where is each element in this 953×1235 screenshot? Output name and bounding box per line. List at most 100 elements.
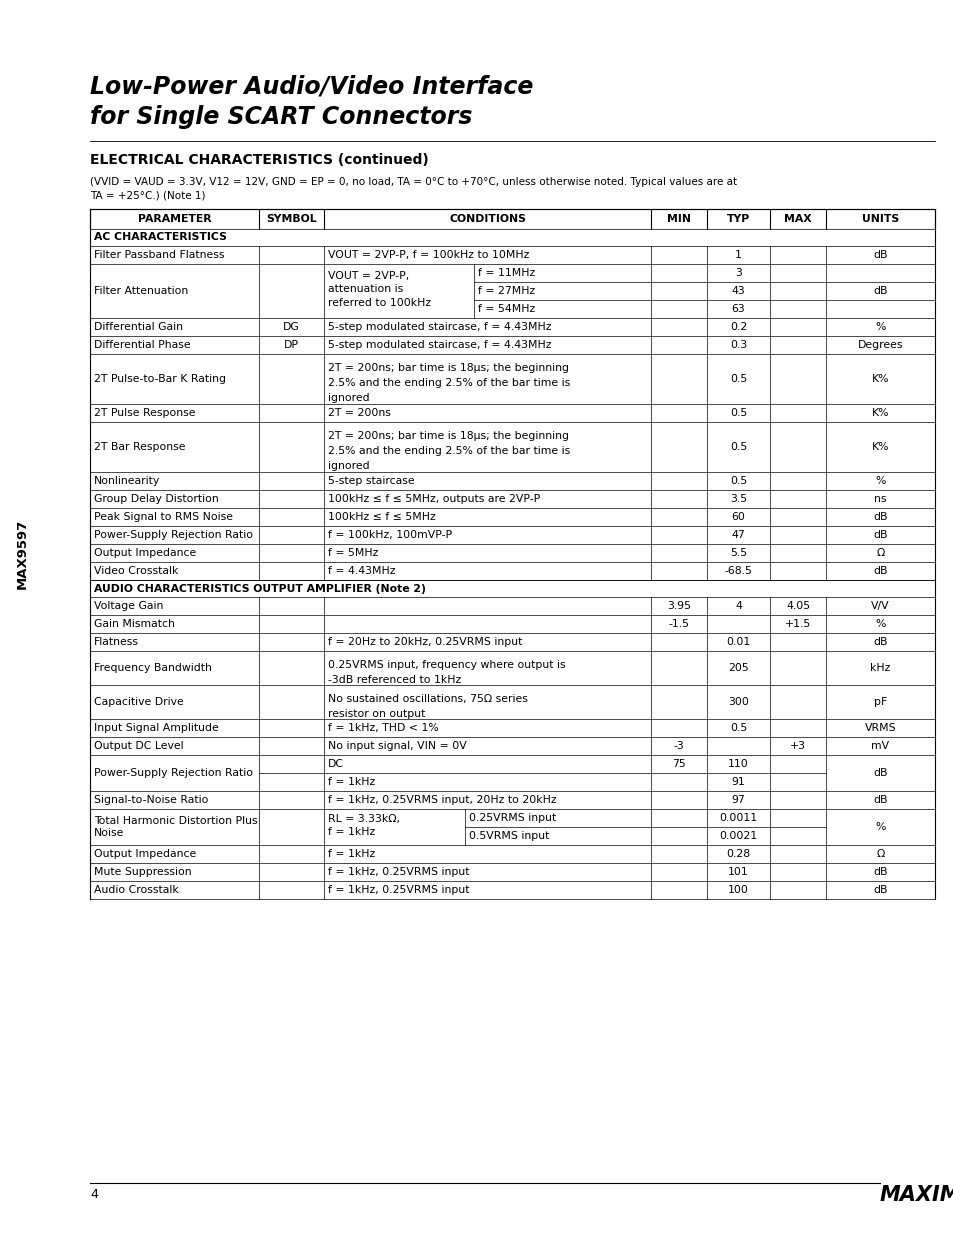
Text: 2T = 200ns: 2T = 200ns — [328, 408, 391, 417]
Text: 2T Pulse Response: 2T Pulse Response — [94, 408, 195, 417]
Text: No sustained oscillations, 75Ω series: No sustained oscillations, 75Ω series — [328, 694, 527, 704]
Text: 60: 60 — [731, 513, 744, 522]
Bar — [90, 543, 934, 562]
Text: 3: 3 — [735, 268, 741, 278]
Text: 0.5: 0.5 — [729, 374, 746, 384]
Bar — [90, 228, 934, 246]
Text: Filter Attenuation: Filter Attenuation — [94, 287, 188, 296]
Text: Signal-to-Noise Ratio: Signal-to-Noise Ratio — [94, 795, 208, 805]
Text: 300: 300 — [727, 697, 748, 706]
Text: 4: 4 — [735, 601, 741, 611]
Text: dB: dB — [872, 287, 887, 296]
Text: Power-Supply Rejection Ratio: Power-Supply Rejection Ratio — [94, 768, 253, 778]
Text: 2T Bar Response: 2T Bar Response — [94, 442, 185, 452]
Text: f = 1kHz, 0.25VRMS input, 20Hz to 20kHz: f = 1kHz, 0.25VRMS input, 20Hz to 20kHz — [328, 795, 557, 805]
Text: MAX: MAX — [783, 214, 811, 224]
Text: MAXIM: MAXIM — [879, 1186, 953, 1205]
Text: Gain Mismatch: Gain Mismatch — [94, 619, 174, 629]
Text: Low-Power Audio/Video Interface: Low-Power Audio/Video Interface — [90, 75, 533, 99]
Text: f = 1kHz: f = 1kHz — [328, 848, 375, 860]
Text: dB: dB — [872, 530, 887, 540]
Text: 47: 47 — [731, 530, 744, 540]
Text: 4.05: 4.05 — [785, 601, 809, 611]
Text: K%: K% — [871, 442, 888, 452]
Text: 91: 91 — [731, 777, 744, 787]
Text: SYMBOL: SYMBOL — [266, 214, 316, 224]
Text: 2.5% and the ending 2.5% of the bar time is: 2.5% and the ending 2.5% of the bar time… — [328, 446, 570, 456]
Text: Noise: Noise — [94, 827, 124, 839]
Text: 0.5: 0.5 — [729, 475, 746, 487]
Bar — [90, 526, 934, 543]
Text: dB: dB — [872, 249, 887, 261]
Text: ns: ns — [873, 494, 886, 504]
Text: Capacitive Drive: Capacitive Drive — [94, 697, 184, 706]
Text: 0.3: 0.3 — [729, 340, 746, 350]
Text: f = 1kHz, 0.25VRMS input: f = 1kHz, 0.25VRMS input — [328, 885, 469, 895]
Text: TA = +25°C.) (Note 1): TA = +25°C.) (Note 1) — [90, 190, 205, 200]
Text: DG: DG — [283, 322, 299, 332]
Text: mV: mV — [870, 741, 888, 751]
Text: Differential Phase: Differential Phase — [94, 340, 191, 350]
Text: Total Harmonic Distortion Plus: Total Harmonic Distortion Plus — [94, 816, 257, 826]
Text: 63: 63 — [731, 304, 744, 314]
Text: resistor on output: resistor on output — [328, 709, 425, 719]
Text: %: % — [875, 823, 884, 832]
Text: MAX9597: MAX9597 — [15, 519, 29, 589]
Text: f = 11MHz: f = 11MHz — [478, 268, 536, 278]
Bar — [90, 845, 934, 863]
Text: attenuation is: attenuation is — [328, 284, 403, 294]
Text: 100kHz ≤ f ≤ 5MHz: 100kHz ≤ f ≤ 5MHz — [328, 513, 436, 522]
Text: K%: K% — [871, 374, 888, 384]
Text: 0.5: 0.5 — [729, 442, 746, 452]
Text: 97: 97 — [731, 795, 744, 805]
Text: %: % — [875, 475, 884, 487]
Bar — [90, 809, 934, 845]
Bar — [90, 790, 934, 809]
Bar — [90, 404, 934, 422]
Text: f = 1kHz, 0.25VRMS input: f = 1kHz, 0.25VRMS input — [328, 867, 469, 877]
Bar — [90, 472, 934, 490]
Text: 205: 205 — [727, 663, 748, 673]
Text: PARAMETER: PARAMETER — [137, 214, 212, 224]
Bar — [90, 685, 934, 719]
Text: f = 27MHz: f = 27MHz — [478, 287, 536, 296]
Text: 0.25VRMS input: 0.25VRMS input — [468, 813, 556, 823]
Text: f = 20Hz to 20kHz, 0.25VRMS input: f = 20Hz to 20kHz, 0.25VRMS input — [328, 637, 522, 647]
Text: AC CHARACTERISTICS: AC CHARACTERISTICS — [94, 232, 227, 242]
Text: 4: 4 — [90, 1188, 98, 1202]
Text: Group Delay Distortion: Group Delay Distortion — [94, 494, 218, 504]
Text: 5.5: 5.5 — [729, 548, 746, 558]
Text: 100kHz ≤ f ≤ 5MHz, outputs are 2VP-P: 100kHz ≤ f ≤ 5MHz, outputs are 2VP-P — [328, 494, 539, 504]
Text: 0.28: 0.28 — [726, 848, 750, 860]
Text: 75: 75 — [671, 760, 685, 769]
Text: Flatness: Flatness — [94, 637, 139, 647]
Bar — [90, 490, 934, 508]
Text: UNITS: UNITS — [861, 214, 898, 224]
Text: MIN: MIN — [666, 214, 690, 224]
Text: Ω: Ω — [876, 548, 883, 558]
Bar — [90, 317, 934, 336]
Text: ELECTRICAL CHARACTERISTICS (continued): ELECTRICAL CHARACTERISTICS (continued) — [90, 153, 428, 167]
Text: 5-step staircase: 5-step staircase — [328, 475, 415, 487]
Text: kHz: kHz — [869, 663, 890, 673]
Text: +3: +3 — [789, 741, 805, 751]
Bar — [90, 562, 934, 580]
Text: 0.25VRMS input, frequency where output is: 0.25VRMS input, frequency where output i… — [328, 659, 565, 669]
Text: pF: pF — [873, 697, 886, 706]
Bar — [90, 863, 934, 881]
Text: No input signal, VIN = 0V: No input signal, VIN = 0V — [328, 741, 466, 751]
Text: dB: dB — [872, 867, 887, 877]
Text: Filter Passband Flatness: Filter Passband Flatness — [94, 249, 224, 261]
Text: 2T = 200ns; bar time is 18μs; the beginning: 2T = 200ns; bar time is 18μs; the beginn… — [328, 363, 569, 373]
Text: f = 5MHz: f = 5MHz — [328, 548, 378, 558]
Text: f = 1kHz, THD < 1%: f = 1kHz, THD < 1% — [328, 722, 438, 734]
Text: Mute Suppression: Mute Suppression — [94, 867, 192, 877]
Bar — [90, 755, 934, 790]
Text: 100: 100 — [727, 885, 748, 895]
Text: -68.5: -68.5 — [724, 566, 752, 576]
Text: VRMS: VRMS — [863, 722, 896, 734]
Text: %: % — [875, 322, 884, 332]
Text: DC: DC — [328, 760, 344, 769]
Text: 2.5% and the ending 2.5% of the bar time is: 2.5% and the ending 2.5% of the bar time… — [328, 378, 570, 388]
Text: 101: 101 — [727, 867, 748, 877]
